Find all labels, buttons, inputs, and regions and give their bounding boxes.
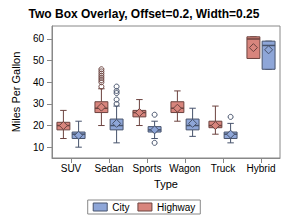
svg-text:Sedan: Sedan: [95, 163, 124, 174]
svg-text:Miles Per Gallon: Miles Per Gallon: [10, 52, 22, 133]
svg-text:60: 60: [33, 33, 45, 44]
svg-text:Hybrid: Hybrid: [247, 163, 276, 174]
svg-text:City: City: [112, 202, 129, 213]
svg-text:Truck: Truck: [211, 163, 237, 174]
svg-text:Two Box Overlay, Offset=0.2, W: Two Box Overlay, Offset=0.2, Width=0.25: [29, 7, 260, 21]
svg-text:Highway: Highway: [157, 202, 195, 213]
svg-text:30: 30: [33, 98, 45, 109]
svg-text:Wagon: Wagon: [169, 163, 200, 174]
svg-text:20: 20: [33, 120, 45, 131]
svg-text:10: 10: [33, 142, 45, 153]
svg-text:SUV: SUV: [61, 163, 82, 174]
svg-text:Sports: Sports: [133, 163, 162, 174]
svg-text:40: 40: [33, 77, 45, 88]
svg-text:Type: Type: [154, 178, 178, 190]
svg-text:50: 50: [33, 55, 45, 66]
